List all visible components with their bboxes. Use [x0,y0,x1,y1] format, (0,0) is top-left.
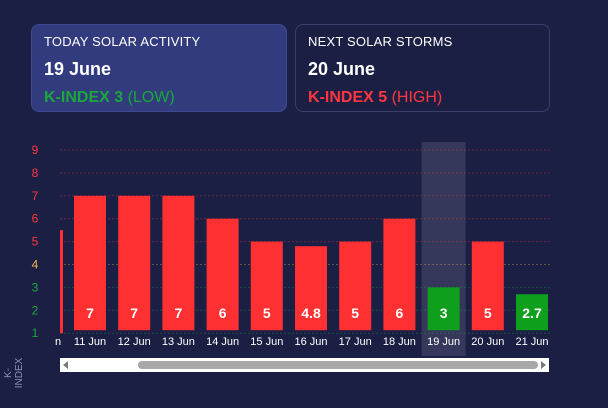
next-k-index: K-INDEX 5 (HIGH) [308,89,537,107]
bar [383,218,416,331]
next-card-heading: NEXT SOLAR STORMS [308,34,453,49]
bar [427,287,460,331]
bar [295,246,327,331]
partial-category-label: n [55,336,61,348]
bar [206,218,239,331]
today-k-level: (LOW) [127,89,175,106]
bar [162,195,195,331]
x-tick-label: 19 Jun [427,336,460,348]
y-tick-label: 5 [32,235,39,249]
bar-value-label: 4.8 [301,305,321,321]
y-axis-label: K-INDEX [3,357,25,389]
x-tick-label: 15 Jun [250,336,283,348]
x-tick-label: 17 Jun [339,336,372,348]
bar-value-label: 6 [396,305,404,321]
scrollbar-thumb[interactable] [138,361,538,369]
today-k-index: K-INDEX 3 (LOW) [44,89,274,107]
today-date: 19 June [44,59,112,79]
y-tick-label: 3 [32,280,39,294]
bar [74,195,106,331]
next-storms-card: NEXT SOLAR STORMS 20 June K-INDEX 5 (HIG… [295,24,550,112]
next-date: 20 June [308,59,376,79]
today-card-heading: TODAY SOLAR ACTIVITY [44,34,201,49]
x-tick-label: 11 Jun [74,336,106,348]
right-arrow-icon[interactable] [541,361,546,369]
x-tick-label: 18 Jun [383,336,416,348]
bar-value-label: 7 [175,305,183,321]
x-tick-label: 20 Jun [471,336,504,348]
left-arrow-icon[interactable] [63,361,68,369]
x-tick-label: 21 Jun [515,336,548,348]
bar-value-label: 7 [86,305,94,321]
bar-value-label: 6 [219,305,227,321]
y-tick-label: 9 [32,143,39,157]
bar-value-label: 3 [440,305,448,321]
today-k-value: K-INDEX 3 [44,89,124,106]
next-k-value: K-INDEX 5 [308,89,388,106]
chart-scrollbar[interactable] [60,358,549,372]
x-tick-label: 12 Jun [118,336,151,348]
y-tick-label: 7 [32,189,39,203]
y-tick-label: 6 [32,212,39,226]
y-tick-label: 8 [32,166,39,180]
bar-value-label: 5 [263,305,271,321]
x-tick-label: 13 Jun [162,336,195,348]
bar [516,294,548,331]
y-tick-label: 4 [32,258,39,272]
x-tick-label: 16 Jun [294,336,327,348]
partial-bar [60,230,63,334]
bar-value-label: 2.7 [522,305,542,321]
y-tick-label: 2 [32,303,39,317]
bar [471,241,504,331]
today-activity-card: TODAY SOLAR ACTIVITY 19 June K-INDEX 3 (… [31,24,287,112]
next-k-level: (HIGH) [391,89,443,106]
bar [118,195,151,331]
bar-value-label: 7 [130,305,138,321]
bar [339,241,372,331]
bar [250,241,283,331]
bar-value-label: 5 [351,305,359,321]
y-tick-label: 1 [32,326,39,340]
bar-value-label: 5 [484,305,492,321]
x-tick-label: 14 Jun [206,336,239,348]
